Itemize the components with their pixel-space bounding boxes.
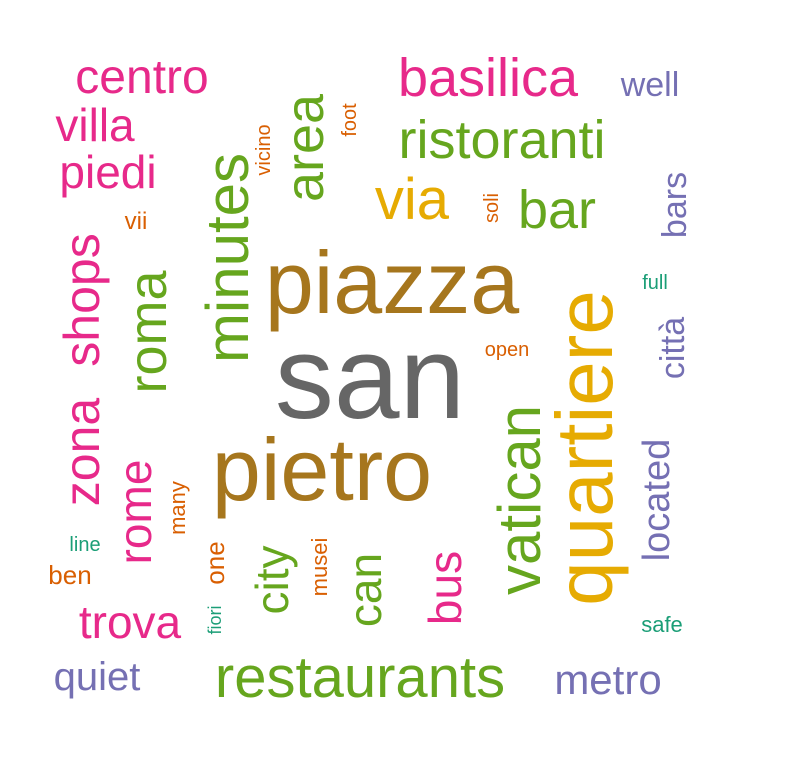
- word-vatican: vatican: [486, 404, 553, 596]
- word-bars: bars: [656, 171, 694, 239]
- word-bus: bus: [419, 550, 471, 626]
- word-bar: bar: [517, 180, 597, 240]
- word-soli: soli: [481, 192, 503, 224]
- word-roma: roma: [118, 270, 178, 394]
- word-ristoranti: ristoranti: [398, 110, 606, 170]
- word-piedi: piedi: [59, 146, 157, 198]
- word-fiori: fiori: [205, 605, 225, 635]
- word-centro: centro: [75, 51, 209, 104]
- word-trova: trova: [78, 596, 182, 648]
- word-restaurants: restaurants: [214, 645, 506, 710]
- word-many: many: [165, 481, 190, 535]
- word-citta: città: [654, 316, 692, 380]
- word-vii: vii: [124, 208, 148, 235]
- word-located: located: [636, 438, 678, 562]
- word-ben: ben: [48, 560, 92, 590]
- word-area: area: [275, 93, 335, 203]
- word-full: full: [642, 272, 668, 294]
- word-safe: safe: [641, 612, 683, 637]
- word-rome: rome: [109, 459, 161, 565]
- word-quartiere: quartiere: [540, 290, 629, 606]
- word-line: line: [69, 534, 101, 556]
- word-san: san: [274, 312, 466, 444]
- word-zona: zona: [54, 397, 110, 507]
- word-open: open: [484, 339, 530, 361]
- word-city: city: [246, 545, 298, 615]
- word-musei: musei: [307, 537, 332, 597]
- word-via: via: [374, 167, 450, 232]
- word-well: well: [620, 66, 680, 104]
- word-shops: shops: [54, 233, 110, 367]
- word-quiet: quiet: [53, 655, 141, 699]
- word-piazza: piazza: [264, 233, 520, 332]
- word-vicino: vicino: [253, 124, 275, 176]
- word-foot: foot: [339, 103, 361, 137]
- word-pietro: pietro: [211, 420, 433, 519]
- word-villa: villa: [55, 99, 135, 151]
- word-can: can: [339, 552, 391, 628]
- word-metro: metro: [554, 656, 662, 703]
- word-minutes: minutes: [194, 152, 261, 364]
- word-one: one: [200, 541, 230, 585]
- word-basilica: basilica: [397, 48, 579, 108]
